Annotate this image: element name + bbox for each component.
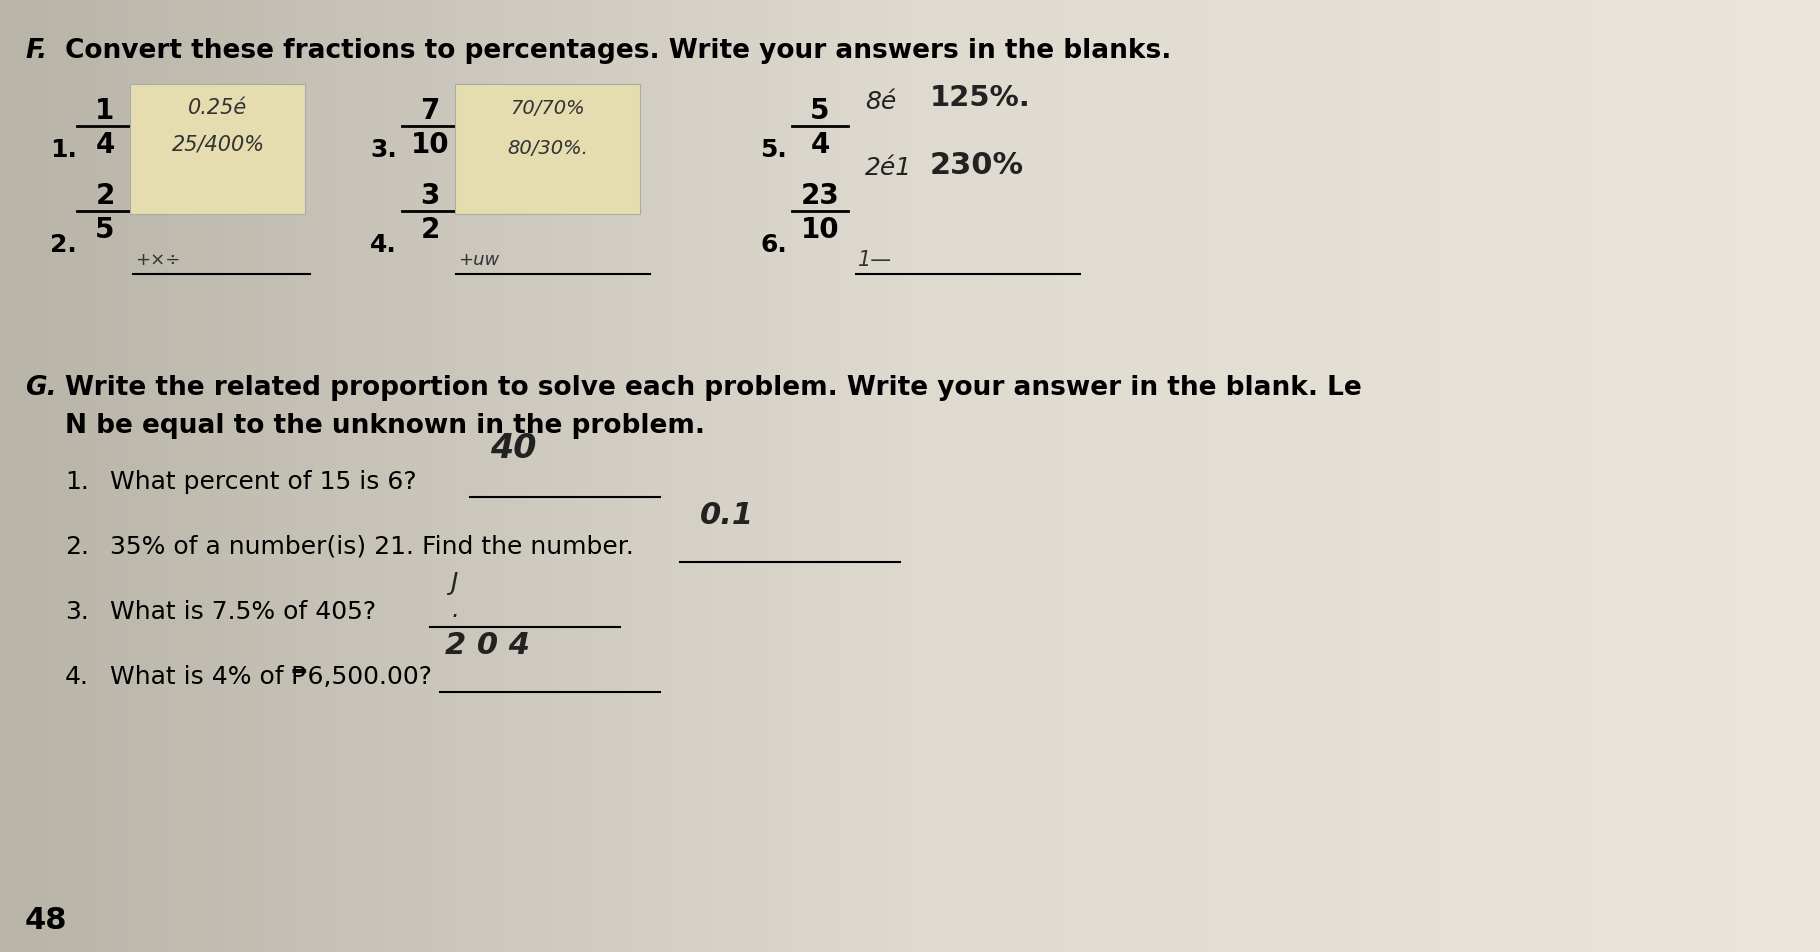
Text: 1—: 1— — [857, 249, 892, 269]
Text: 4.: 4. — [66, 664, 89, 688]
Bar — [455, 85, 641, 215]
Text: 40: 40 — [490, 431, 537, 465]
Text: 6.: 6. — [761, 232, 786, 257]
Text: 10: 10 — [411, 130, 450, 159]
Text: What is 4% of ₱6,500.00?: What is 4% of ₱6,500.00? — [109, 664, 431, 688]
Text: 5: 5 — [810, 97, 830, 125]
Text: 7: 7 — [420, 97, 440, 125]
Text: 23: 23 — [801, 182, 839, 209]
Text: J: J — [450, 570, 457, 594]
Text: 3.: 3. — [369, 138, 397, 162]
Text: 1: 1 — [95, 97, 115, 125]
Text: 1.: 1. — [66, 469, 89, 493]
Text: 2é1: 2é1 — [864, 156, 912, 180]
Text: 5.: 5. — [761, 138, 786, 162]
Text: .: . — [451, 597, 460, 622]
Text: 2.: 2. — [49, 232, 76, 257]
Text: +×÷: +×÷ — [135, 250, 180, 268]
Text: What percent of 15 is 6?: What percent of 15 is 6? — [109, 469, 417, 493]
Text: 3: 3 — [420, 182, 440, 209]
Text: 4: 4 — [95, 130, 115, 159]
Text: N be equal to the unknown in the problem.: N be equal to the unknown in the problem… — [66, 412, 704, 439]
Text: 80/30%.: 80/30%. — [508, 138, 588, 157]
Text: Write the related proportion to solve each problem. Write your answer in the bla: Write the related proportion to solve ea… — [66, 374, 1361, 401]
Text: 4: 4 — [810, 130, 830, 159]
Text: 0.1: 0.1 — [701, 501, 753, 529]
Text: 230%: 230% — [930, 150, 1025, 179]
Text: 2: 2 — [95, 182, 115, 209]
Text: 25/400%: 25/400% — [171, 135, 264, 155]
Text: 48: 48 — [25, 905, 67, 934]
Text: 4.: 4. — [369, 232, 397, 257]
Text: 125%.: 125%. — [930, 84, 1030, 112]
Text: 70/70%: 70/70% — [511, 98, 586, 117]
Text: +uw: +uw — [459, 250, 499, 268]
Text: 10: 10 — [801, 216, 839, 244]
Text: 3.: 3. — [66, 600, 89, 624]
Text: G.: G. — [25, 374, 56, 401]
Text: 8é: 8é — [864, 89, 895, 114]
Text: 2.: 2. — [66, 534, 89, 559]
Text: 35% of a number(is) 21. Find the number.: 35% of a number(is) 21. Find the number. — [109, 534, 633, 559]
Text: F.: F. — [25, 38, 47, 64]
Bar — [129, 85, 306, 215]
Text: Convert these fractions to percentages. Write your answers in the blanks.: Convert these fractions to percentages. … — [66, 38, 1172, 64]
Text: 2: 2 — [420, 216, 440, 244]
Text: 1.: 1. — [49, 138, 76, 162]
Text: 5: 5 — [95, 216, 115, 244]
Text: 2 0 4: 2 0 4 — [446, 630, 530, 660]
Text: What is 7.5% of 405?: What is 7.5% of 405? — [109, 600, 377, 624]
Text: 0.25é: 0.25é — [189, 98, 248, 118]
